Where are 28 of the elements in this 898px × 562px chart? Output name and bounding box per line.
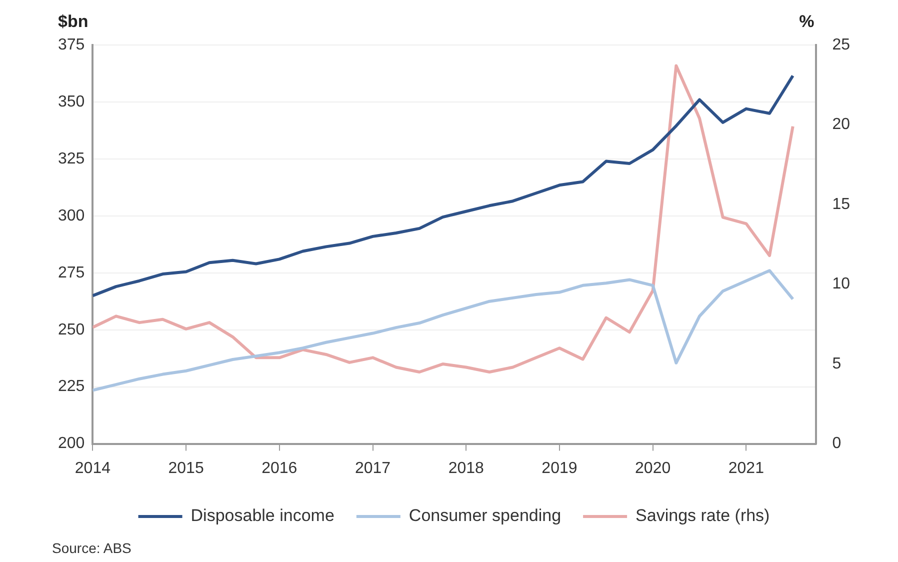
y-tick-label: 200 (58, 435, 85, 452)
legend-label: Disposable income (190, 506, 334, 526)
y2-axis-title: % (799, 12, 814, 32)
y-tick-label: 325 (58, 150, 85, 168)
source-note: Source: ABS (52, 540, 132, 556)
x-tick-label: 2021 (728, 460, 764, 477)
y-tick-label: 375 (58, 36, 85, 54)
x-tick-label: 2018 (448, 460, 484, 477)
legend-label: Consumer spending (408, 506, 562, 526)
y2-tick-label: 15 (832, 196, 850, 213)
x-tick-label: 2015 (168, 460, 204, 477)
x-tick-label: 2014 (74, 460, 111, 477)
x-tick-label: 2016 (262, 460, 298, 477)
x-tick-label: 2020 (635, 460, 671, 477)
y-tick-label: 350 (58, 93, 85, 110)
y2-tick-label: 10 (832, 276, 850, 293)
legend-label: Savings rate (rhs) (636, 506, 770, 526)
y-axis-title: $bn (58, 12, 88, 32)
y2-tick-label: 0 (832, 435, 842, 452)
y-tick-label: 225 (58, 378, 85, 396)
x-tick-label: 2019 (542, 460, 578, 477)
y-tick-label: 250 (58, 321, 85, 338)
y-tick-label: 300 (58, 207, 85, 224)
y2-tick-label: 5 (832, 355, 842, 372)
y-tick-label: 275 (58, 264, 85, 282)
y2-tick-label: 25 (832, 36, 850, 54)
y2-tick-label: 20 (832, 116, 850, 134)
x-tick-label: 2017 (354, 460, 391, 477)
